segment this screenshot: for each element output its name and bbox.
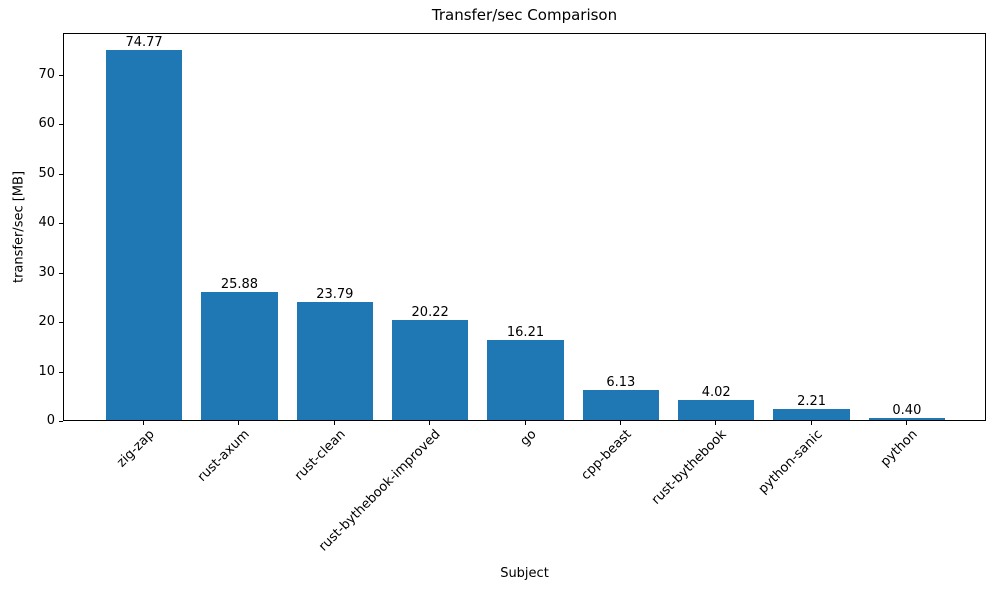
y-tick-mark [59,322,63,323]
bar-cpp-beast [582,390,659,420]
y-tick-label: 20 [38,314,55,329]
bar-python-sanic [773,409,850,420]
plot-area: 74.77 25.88 23.79 20.22 16.21 6.13 4.02 2.21 0.4… [63,33,986,421]
y-tick-label: 0 [46,413,55,428]
bar-rust-bythebook [678,400,755,420]
bar-go [487,340,564,420]
y-tick-mark [59,421,63,422]
x-tick-mark [715,421,717,425]
chart-title: Transfer/sec Comparison [431,6,618,24]
y-tick-label: 30 [38,265,55,280]
y-tick-mark [59,174,63,175]
y-tick-label: 70 [38,67,55,82]
bar-value-label: 23.79 [316,287,354,302]
bar-value-label: 0.40 [892,403,922,418]
bar-value-label: 4.02 [701,385,731,400]
x-tick-mark [619,421,621,425]
x-tick-mark [905,421,907,425]
bar-value-label: 6.13 [606,375,636,390]
bar-value-label: 2.21 [797,394,827,409]
y-tick-mark [59,223,63,224]
bar-python [868,418,946,420]
x-tick-mark [333,421,335,425]
bar-zig-zap [105,50,183,420]
x-tick-mark [524,421,526,425]
bar-value-label: 25.88 [220,277,259,292]
x-tick-mark [810,421,812,425]
y-tick-label: 60 [38,116,55,131]
x-tick-mark [429,421,431,425]
x-axis-label: Subject [500,566,549,581]
y-tick-label: 40 [38,215,55,230]
bar-value-label: 20.22 [411,305,449,320]
bar-rust-clean [296,302,373,420]
bar-value-label: 16.21 [506,325,545,340]
y-tick-label: 50 [38,166,55,181]
bar-value-label: 74.77 [125,35,163,50]
y-tick-mark [59,273,63,274]
y-tick-label: 10 [38,364,55,379]
bars-layer: 74.77 25.88 23.79 20.22 16.21 6.13 4.02 2.21 0.4… [64,34,985,420]
x-tick-mark [143,421,145,425]
x-tick-mark [238,421,240,425]
y-tick-mark [59,372,63,373]
y-tick-mark [59,124,63,125]
y-tick-mark [59,75,63,76]
bar-rust-axum [201,292,278,420]
bar-rust-bythebook-improved [392,320,469,420]
